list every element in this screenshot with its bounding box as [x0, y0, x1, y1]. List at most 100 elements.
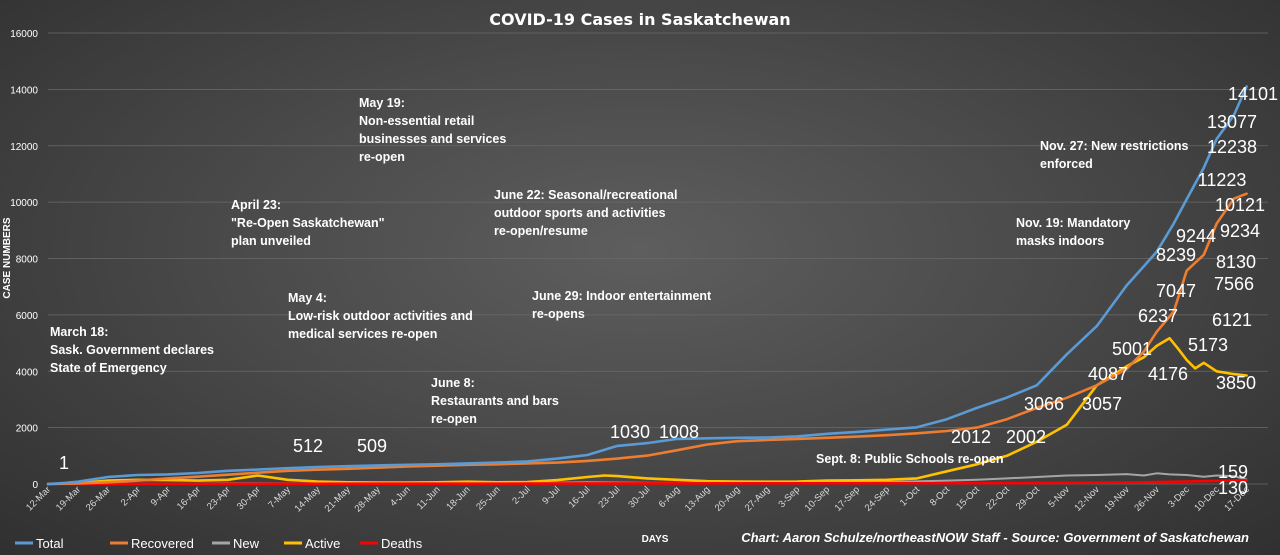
y-tick-label: 2000 [16, 424, 39, 435]
x-tick-label: 14-May [293, 484, 323, 514]
legend-label: Recovered [131, 536, 194, 551]
x-tick-label: 26-Nov [1132, 484, 1162, 514]
annotation-line: re-open/resume [494, 224, 588, 238]
x-tick-label: 21-May [323, 484, 353, 514]
x-tick-label: 23-Jul [596, 484, 622, 510]
annotation-line: Sept. 8: Public Schools re-open [816, 452, 1004, 466]
data-label: 7566 [1214, 274, 1254, 294]
annotation: June 29: Indoor entertainment re-opens [532, 289, 712, 321]
x-tick-label: 9-Apr [149, 484, 173, 508]
chart-title: COVID-19 Cases in Saskatchewan [489, 10, 790, 29]
x-tick-label: 16-Jul [566, 484, 592, 510]
data-label: 3066 [1024, 394, 1064, 414]
data-label: 1 [59, 453, 69, 473]
x-tick-label: 10-Sep [803, 484, 832, 513]
data-label: 159 [1218, 462, 1248, 482]
series-line-recovered [46, 192, 1248, 486]
x-tick-label: 4-Jun [388, 484, 413, 509]
x-tick-label: 6-Aug [657, 484, 683, 510]
legend-label: Active [305, 536, 340, 551]
annotation-line: May 19: [359, 96, 405, 110]
data-label: 5173 [1188, 335, 1228, 355]
data-label: 8130 [1216, 252, 1256, 272]
annotation-line: June 22: Seasonal/recreational [494, 188, 677, 202]
annotation-line: June 8: [431, 376, 475, 390]
data-label: 6121 [1212, 310, 1252, 330]
data-label: 2002 [1006, 427, 1046, 447]
x-tick-label: 11-Jun [415, 484, 443, 512]
gridlines [48, 32, 1268, 485]
x-tick-label: 19-Nov [1102, 484, 1132, 514]
annotation-line: re-open [431, 412, 477, 426]
data-label: 4087 [1088, 364, 1128, 384]
y-tick-label: 16000 [10, 29, 38, 40]
data-label: 3850 [1216, 373, 1256, 393]
annotation-line: masks indoors [1016, 234, 1104, 248]
annotation-line: Low-risk outdoor activities and [288, 309, 473, 323]
x-tick-label: 26-Mar [84, 484, 113, 513]
data-label: 509 [357, 436, 387, 456]
x-tick-label: 19-Mar [54, 484, 83, 513]
x-tick-label: 18-Jun [444, 484, 472, 512]
legend-label: Total [36, 536, 64, 551]
legend-label: New [233, 536, 260, 551]
annotation-line: Non-essential retail [359, 114, 474, 128]
annotation-line: businesses and services [359, 132, 506, 146]
y-axis-ticks: 0 2000 4000 6000 8000 10000 12000 14000 16000 [10, 29, 38, 491]
x-tick-label: 12-Mar [24, 484, 53, 513]
y-tick-label: 12000 [10, 142, 38, 153]
x-tick-label: 1-Oct [898, 484, 922, 508]
x-tick-label: 28-May [353, 484, 383, 514]
annotation-line: Nov. 19: Mandatory [1016, 216, 1130, 230]
annotation-line: June 29: Indoor entertainment [532, 289, 712, 303]
annotation-line: Sask. Government declares [50, 343, 214, 357]
annotation-line: plan unveiled [231, 234, 311, 248]
y-tick-label: 4000 [16, 367, 39, 378]
annotation: Nov. 19: Mandatory masks indoors [1016, 216, 1130, 248]
annotation: June 22: Seasonal/recreational outdoor sp… [494, 188, 677, 238]
y-axis-title: CASE NUMBERS [2, 217, 13, 298]
annotation-line: April 23: [231, 198, 281, 212]
annotation: May 19: Non-essential retail businesses an… [359, 96, 506, 164]
x-tick-label: 20-Aug [713, 484, 742, 513]
data-label: 1030 [610, 422, 650, 442]
x-tick-label: 8-Oct [928, 484, 952, 508]
data-label: 130 [1218, 478, 1248, 498]
x-tick-label: 25-Jun [474, 484, 502, 512]
annotation: May 4: Low-risk outdoor activities and med… [288, 291, 473, 341]
data-label: 4176 [1148, 364, 1188, 384]
y-tick-label: 6000 [16, 311, 39, 322]
data-label: 6237 [1138, 306, 1178, 326]
x-tick-label: 30-Jul [626, 484, 652, 510]
x-axis-ticks: 12-Mar 19-Mar 26-Mar 2-Apr 9-Apr 16-Apr 23-Apr… [24, 484, 1252, 514]
annotation-line: State of Emergency [50, 361, 167, 375]
annotation-line: outdoor sports and activities [494, 206, 666, 220]
data-label: 5001 [1112, 339, 1152, 359]
annotation-line: "Re-Open Saskatchewan" [231, 216, 385, 230]
y-tick-label: 14000 [10, 85, 38, 96]
x-tick-label: 15-Oct [954, 484, 982, 512]
annotation-line: Restaurants and bars [431, 394, 559, 408]
x-tick-label: 2-Apr [119, 484, 143, 508]
data-label: 9234 [1220, 221, 1260, 241]
annotations: March 18: Sask. Government declares State … [50, 96, 1188, 466]
data-label: 7047 [1156, 281, 1196, 301]
annotation: June 8: Restaurants and bars re-open [431, 376, 559, 426]
data-label: 11223 [1198, 170, 1247, 190]
series-lines [46, 85, 1248, 486]
data-label: 12238 [1207, 137, 1257, 157]
x-tick-label: 27-Aug [743, 484, 772, 513]
y-tick-label: 0 [32, 480, 38, 491]
annotation: March 18: Sask. Government declares State … [50, 325, 214, 375]
legend: Total Recovered New Active Deaths [15, 536, 423, 551]
x-tick-label: 5-Nov [1046, 484, 1072, 510]
x-tick-label: 24-Sep [863, 484, 892, 513]
x-tick-label: 17-Sep [833, 484, 862, 513]
x-tick-label: 16-Apr [175, 484, 203, 512]
data-label: 14101 [1228, 84, 1278, 104]
legend-label: Deaths [381, 536, 423, 551]
x-tick-label: 3-Sep [777, 484, 803, 510]
annotation: April 23: "Re-Open Saskatchewan" plan unve… [231, 198, 385, 248]
